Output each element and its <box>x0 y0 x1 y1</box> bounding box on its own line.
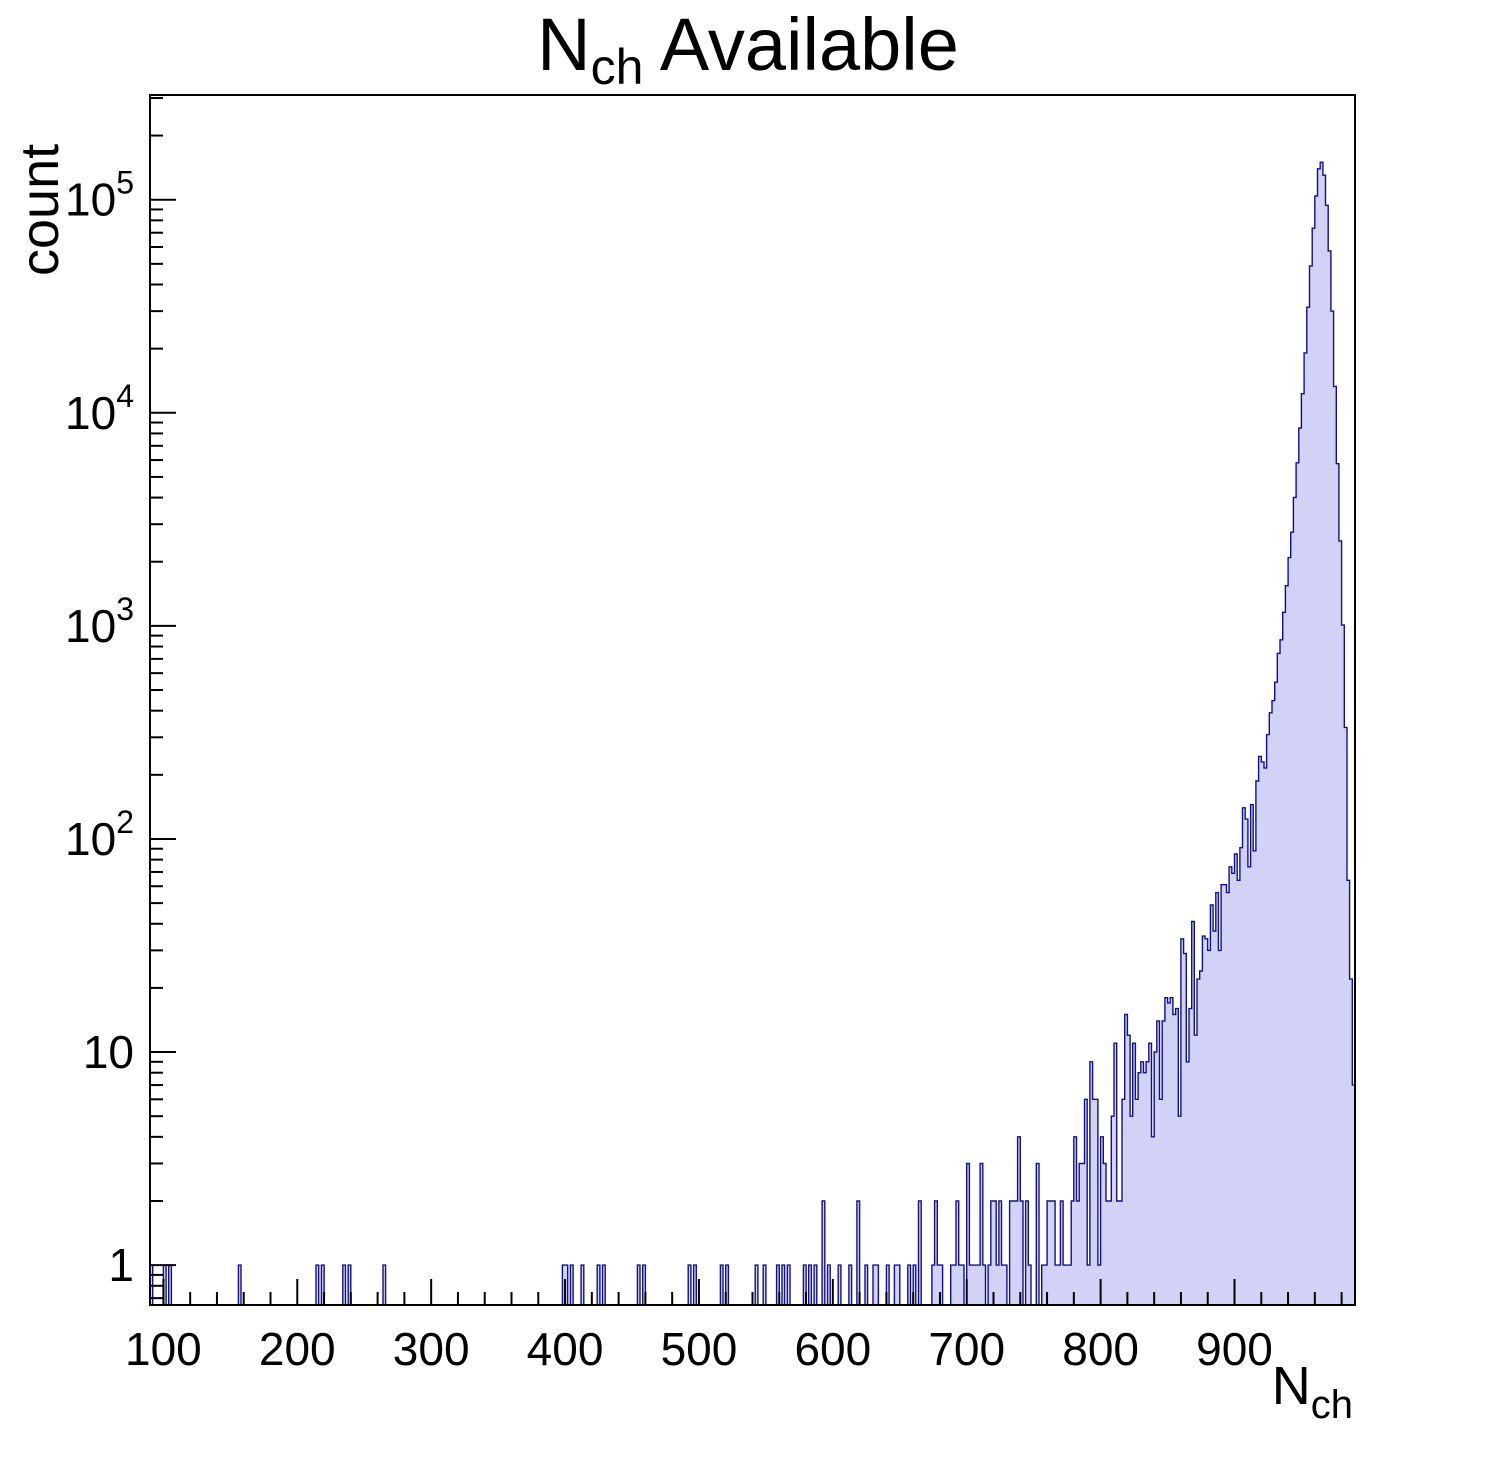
svg-text:700: 700 <box>928 1323 1005 1375</box>
histogram-bars <box>149 161 1356 1306</box>
svg-text:300: 300 <box>393 1323 470 1375</box>
x-tick-labels: 100 200 300 400 500 600 700 800 900 <box>125 1323 1273 1375</box>
svg-text:200: 200 <box>259 1323 336 1375</box>
svg-text:800: 800 <box>1062 1323 1139 1375</box>
svg-text:1: 1 <box>108 1239 134 1291</box>
svg-text:900: 900 <box>1196 1323 1273 1375</box>
svg-text:103: 103 <box>65 591 134 652</box>
svg-text:104: 104 <box>65 378 134 439</box>
svg-text:105: 105 <box>65 165 134 226</box>
x-axis-ticks <box>162 1279 1343 1305</box>
svg-text:500: 500 <box>661 1323 738 1375</box>
svg-text:400: 400 <box>527 1323 604 1375</box>
svg-text:102: 102 <box>65 804 134 865</box>
y-axis-title: count <box>10 144 70 276</box>
chart-title: Nch Available <box>0 3 1496 94</box>
y-tick-labels: 1 10 102 103 104 105 <box>65 165 134 1291</box>
y-axis-ticks <box>150 97 176 1300</box>
svg-text:100: 100 <box>125 1323 202 1375</box>
svg-text:10: 10 <box>83 1026 134 1078</box>
chart-title-subscript: ch <box>590 39 644 95</box>
x-axis-title: Nch <box>1272 1356 1353 1427</box>
chart-title-rest: Available <box>643 3 959 86</box>
svg-text:600: 600 <box>794 1323 871 1375</box>
chart-title-main: N <box>537 3 591 86</box>
